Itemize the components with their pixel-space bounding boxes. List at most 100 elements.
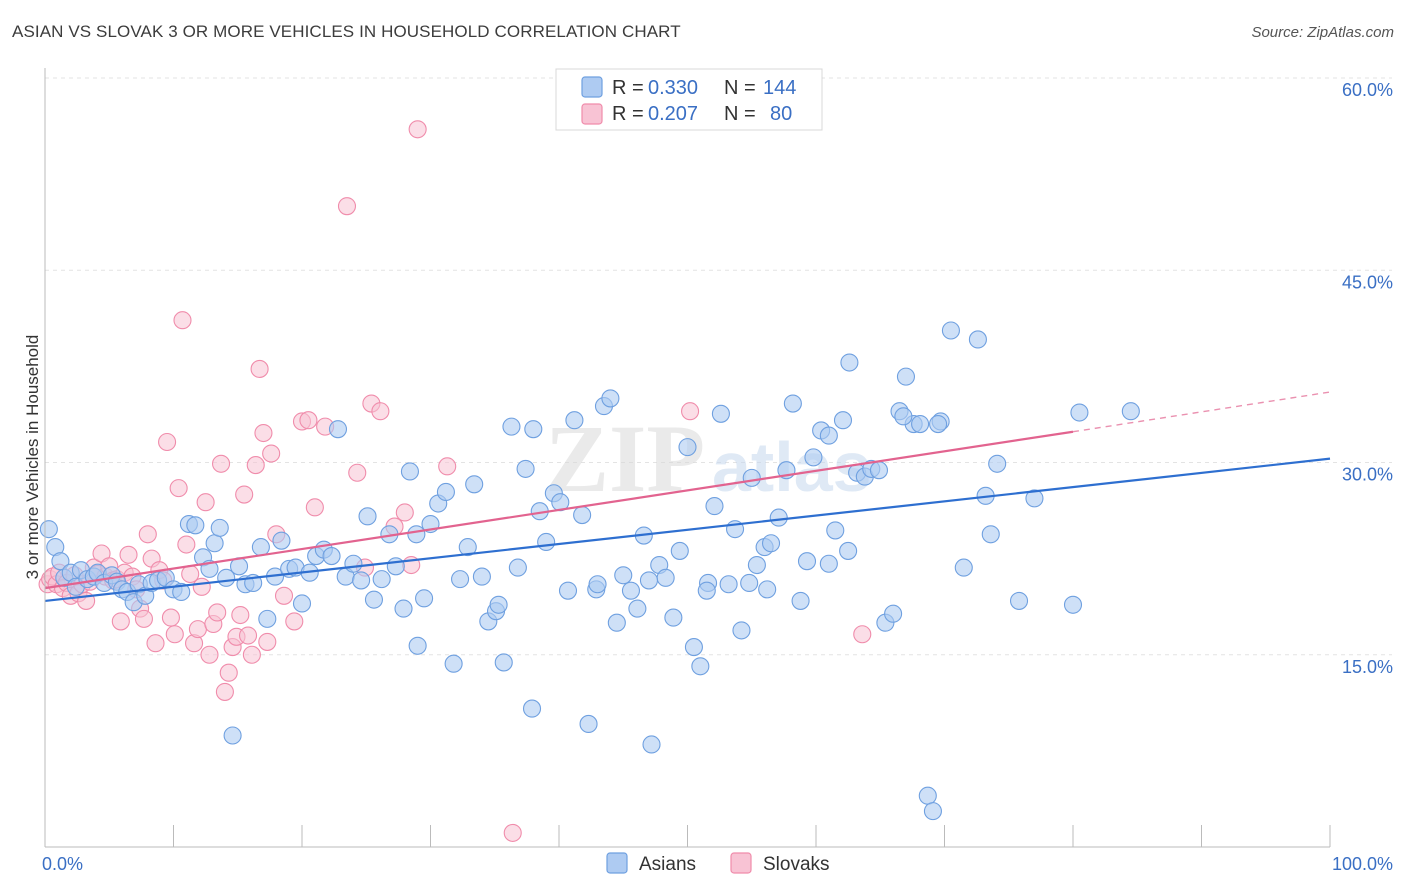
slovak-point bbox=[196, 493, 215, 512]
slovak-point bbox=[250, 359, 269, 378]
asian-point bbox=[711, 404, 730, 423]
asian-point bbox=[489, 595, 508, 614]
asian-point bbox=[981, 525, 1000, 544]
asian-point bbox=[894, 407, 913, 426]
asian-point bbox=[558, 581, 578, 600]
asian-point bbox=[205, 534, 224, 553]
asian-point bbox=[272, 531, 291, 550]
bottom-legend-swatch-asian bbox=[606, 852, 628, 874]
asian-point bbox=[896, 367, 916, 386]
asian-point bbox=[364, 590, 384, 609]
legend-n-value-slovak: 80 bbox=[770, 103, 792, 125]
slovak-point bbox=[408, 120, 427, 139]
asian-point bbox=[458, 538, 477, 557]
asian-point bbox=[186, 516, 205, 535]
asian-point bbox=[826, 521, 845, 540]
asian-point bbox=[678, 438, 697, 457]
asian-point bbox=[621, 581, 641, 600]
asian-point bbox=[923, 802, 942, 821]
asian-point bbox=[524, 420, 543, 439]
asian-point bbox=[601, 389, 620, 408]
chart-source: Source: ZipAtlas.com bbox=[1251, 24, 1394, 41]
slovak-point bbox=[138, 525, 157, 544]
slovak-point bbox=[371, 402, 390, 421]
asian-point bbox=[840, 353, 859, 372]
asian-point bbox=[1121, 402, 1140, 421]
slovak-point bbox=[246, 456, 265, 475]
asian-point bbox=[941, 321, 960, 340]
asian-point bbox=[719, 575, 738, 594]
chart-title: ASIAN VS SLOVAK 3 OR MORE VEHICLES IN HO… bbox=[12, 22, 681, 41]
asian-point bbox=[769, 508, 788, 527]
asian-point bbox=[465, 475, 484, 494]
asian-point bbox=[968, 330, 987, 349]
asian-point bbox=[344, 554, 363, 573]
asian-point bbox=[436, 482, 455, 502]
slovak-trend-extension bbox=[1072, 391, 1331, 433]
slovak-point bbox=[200, 645, 219, 664]
slovak-point bbox=[348, 463, 367, 482]
asian-point bbox=[884, 604, 903, 623]
asian-point bbox=[172, 582, 191, 601]
asian-point bbox=[258, 609, 277, 628]
slovak-point bbox=[165, 625, 184, 644]
asian-point bbox=[869, 461, 889, 480]
slovak-point bbox=[208, 603, 227, 622]
slovak-point bbox=[215, 682, 234, 701]
slovak-point bbox=[169, 479, 188, 498]
x-tick-label: 0.0% bbox=[42, 854, 83, 874]
asian-point bbox=[588, 575, 607, 594]
asian-point bbox=[1070, 403, 1089, 422]
asian-point bbox=[472, 567, 491, 586]
asian-point bbox=[407, 525, 426, 544]
asian-point bbox=[691, 657, 710, 676]
y-axis-title: 3 or more Vehicles in Household bbox=[23, 335, 42, 580]
slovak-point bbox=[161, 608, 180, 627]
asian-point bbox=[705, 497, 724, 516]
slovak-point bbox=[681, 402, 700, 421]
bottom-legend: Asians Slovaks bbox=[606, 852, 830, 875]
asian-point bbox=[747, 555, 766, 575]
asian-point bbox=[819, 554, 838, 573]
asian-point bbox=[408, 636, 427, 655]
slovak-point bbox=[258, 632, 277, 651]
asian-point bbox=[292, 594, 312, 613]
slovak-point bbox=[254, 423, 273, 443]
asian-point bbox=[797, 552, 817, 571]
y-tick-label: 15.0% bbox=[1342, 657, 1393, 677]
asian-point bbox=[833, 411, 853, 430]
slovak-points bbox=[38, 120, 872, 842]
slovak-point bbox=[438, 457, 457, 476]
asian-point bbox=[39, 520, 58, 539]
slovak-point bbox=[158, 432, 177, 452]
trend-lines bbox=[44, 391, 1331, 603]
asian-point bbox=[911, 414, 930, 434]
asian-point bbox=[516, 459, 535, 478]
slovak-point bbox=[238, 626, 258, 645]
asian-point bbox=[742, 468, 761, 487]
asian-point bbox=[400, 462, 419, 481]
asian-point bbox=[732, 621, 751, 640]
y-tick-label: 45.0% bbox=[1342, 272, 1393, 292]
asian-point bbox=[322, 547, 341, 566]
asian-point bbox=[251, 538, 270, 557]
asian-point bbox=[664, 608, 683, 627]
asian-point bbox=[394, 599, 413, 618]
asian-point bbox=[684, 638, 703, 657]
slovak-point bbox=[219, 663, 238, 682]
asian-point bbox=[494, 653, 513, 672]
asian-point bbox=[697, 581, 716, 600]
asian-trend-line bbox=[44, 457, 1331, 603]
axes-layer: 15.0% 30.0% 45.0% 60.0% 0.0% 100.0% bbox=[42, 68, 1393, 874]
slovak-point bbox=[235, 485, 254, 504]
bottom-legend-slovak: Slovaks bbox=[763, 854, 830, 875]
asian-point bbox=[929, 414, 948, 434]
asian-points bbox=[39, 321, 1140, 821]
asian-point bbox=[451, 570, 470, 589]
asian-point bbox=[328, 420, 348, 439]
legend-n-label-slovak: N = bbox=[724, 103, 756, 125]
slovak-point bbox=[503, 823, 522, 842]
asian-point bbox=[573, 505, 592, 525]
slovak-point bbox=[188, 620, 207, 639]
